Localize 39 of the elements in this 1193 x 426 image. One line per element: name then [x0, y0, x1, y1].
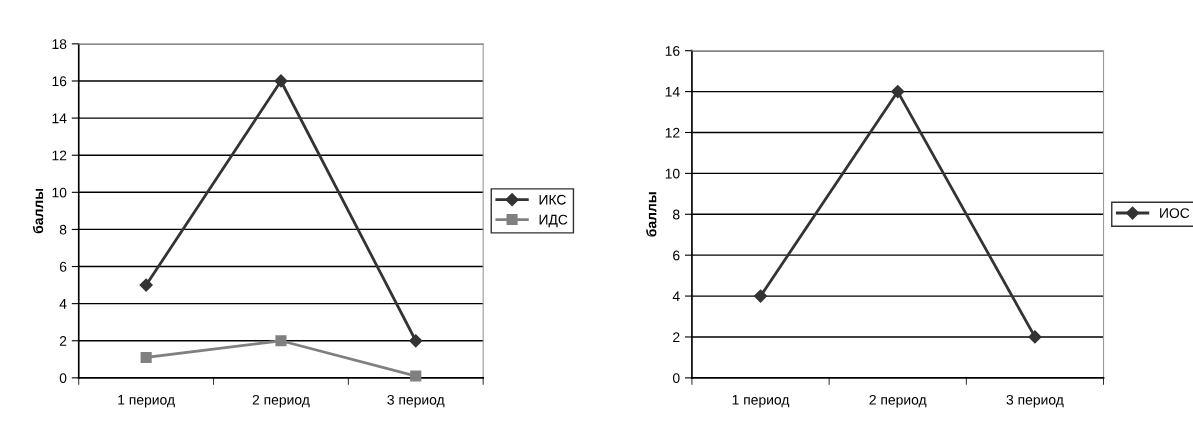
y-tick-label: 2	[59, 336, 67, 346]
y-tick-label: 12	[665, 127, 680, 138]
point	[274, 74, 288, 88]
legend-label: ИДС	[539, 214, 568, 228]
x-tick-label: 1 период	[118, 395, 175, 408]
y-tick-label: 12	[52, 150, 67, 161]
y-tick-label: 10	[52, 187, 67, 198]
point	[1028, 330, 1042, 344]
y-tick-label: 6	[673, 250, 680, 261]
point	[410, 370, 422, 382]
point	[753, 289, 768, 303]
y-tick-label: 8	[673, 209, 680, 220]
y-tick-label: 8	[59, 224, 67, 235]
legend-label: ИОС	[1160, 208, 1190, 219]
y-tick-label: 14	[52, 113, 67, 124]
point	[891, 85, 905, 99]
point	[275, 335, 287, 347]
y-tick-label: 4	[672, 291, 680, 302]
x-tick-label: 2 период	[869, 394, 927, 408]
x-tick-label: 3 период	[1006, 394, 1064, 408]
y-tick-label: 16	[665, 46, 680, 56]
legend-label: ИКС	[539, 194, 566, 205]
x-tick-label: 1 период	[732, 395, 790, 408]
x-tick-label: 3 период	[387, 394, 445, 408]
y-tick-label: 0	[59, 373, 67, 384]
x-tick-label: 2 период	[252, 394, 310, 408]
y-tick-label: 0	[672, 373, 680, 384]
y-tick-label: 18	[52, 39, 67, 50]
y-tick-label: 16	[52, 76, 67, 87]
y-tick-label: 10	[665, 168, 680, 179]
point	[409, 334, 423, 348]
point	[140, 351, 152, 364]
y-axis-title: баллы	[32, 188, 44, 234]
y-tick-label: 6	[59, 261, 67, 272]
y-tick-label: 2	[673, 332, 680, 342]
y-tick-label: 4	[59, 299, 67, 309]
y-tick-label: 14	[665, 87, 680, 97]
point	[139, 278, 153, 292]
y-axis-title: баллы	[646, 192, 657, 237]
